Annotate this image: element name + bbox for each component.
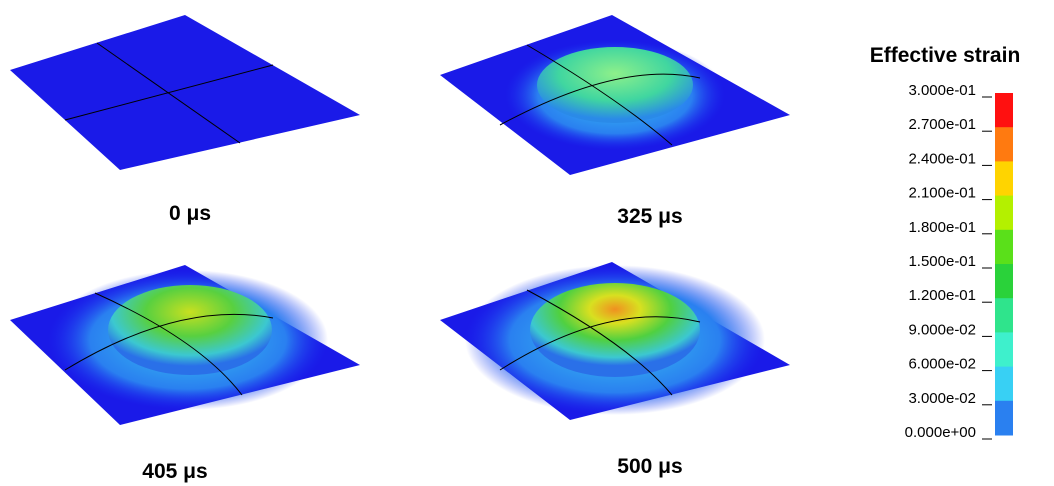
plate: [440, 262, 790, 420]
legend: 3.000e-01 2.700e-01 2.400e-01 2.100e-01 1.80…: [905, 82, 1013, 441]
color-swatch: [995, 298, 1013, 333]
legend-label: 2.700e-01: [908, 116, 976, 133]
color-swatch: [995, 93, 1013, 128]
color-swatch: [995, 401, 1013, 436]
legend-label: 2.400e-01: [908, 150, 976, 167]
legend-label: 2.100e-01: [908, 185, 976, 202]
legend-label: 6.000e-02: [908, 356, 976, 373]
color-swatch: [995, 161, 1013, 196]
panel-label: 500 μs: [617, 455, 682, 478]
plate: [10, 265, 360, 425]
legend-label: 3.000e-01: [908, 82, 976, 99]
color-swatch: [995, 196, 1013, 231]
legend-label: 1.200e-01: [908, 287, 976, 304]
color-swatch: [995, 230, 1013, 265]
legend-title: Effective strain: [870, 44, 1021, 67]
legend-label: 3.000e-02: [908, 390, 976, 407]
legend-label: 9.000e-02: [908, 321, 976, 338]
color-swatch: [995, 127, 1013, 162]
legend-label: 1.800e-01: [908, 219, 976, 236]
color-swatch: [995, 264, 1013, 299]
color-swatch: [995, 332, 1013, 367]
panel-label: 325 μs: [617, 205, 682, 228]
panel-label: 405 μs: [142, 460, 207, 483]
legend-label: 0.000e+00: [905, 424, 976, 441]
color-swatch: [995, 367, 1013, 402]
plate: [440, 15, 790, 175]
plate: [10, 15, 360, 170]
legend-label: 1.500e-01: [908, 253, 976, 270]
panel-label: 0 μs: [169, 202, 211, 225]
figure: 0 μs 325 μs 405 μs 500 μs Effective stra…: [0, 0, 1054, 486]
